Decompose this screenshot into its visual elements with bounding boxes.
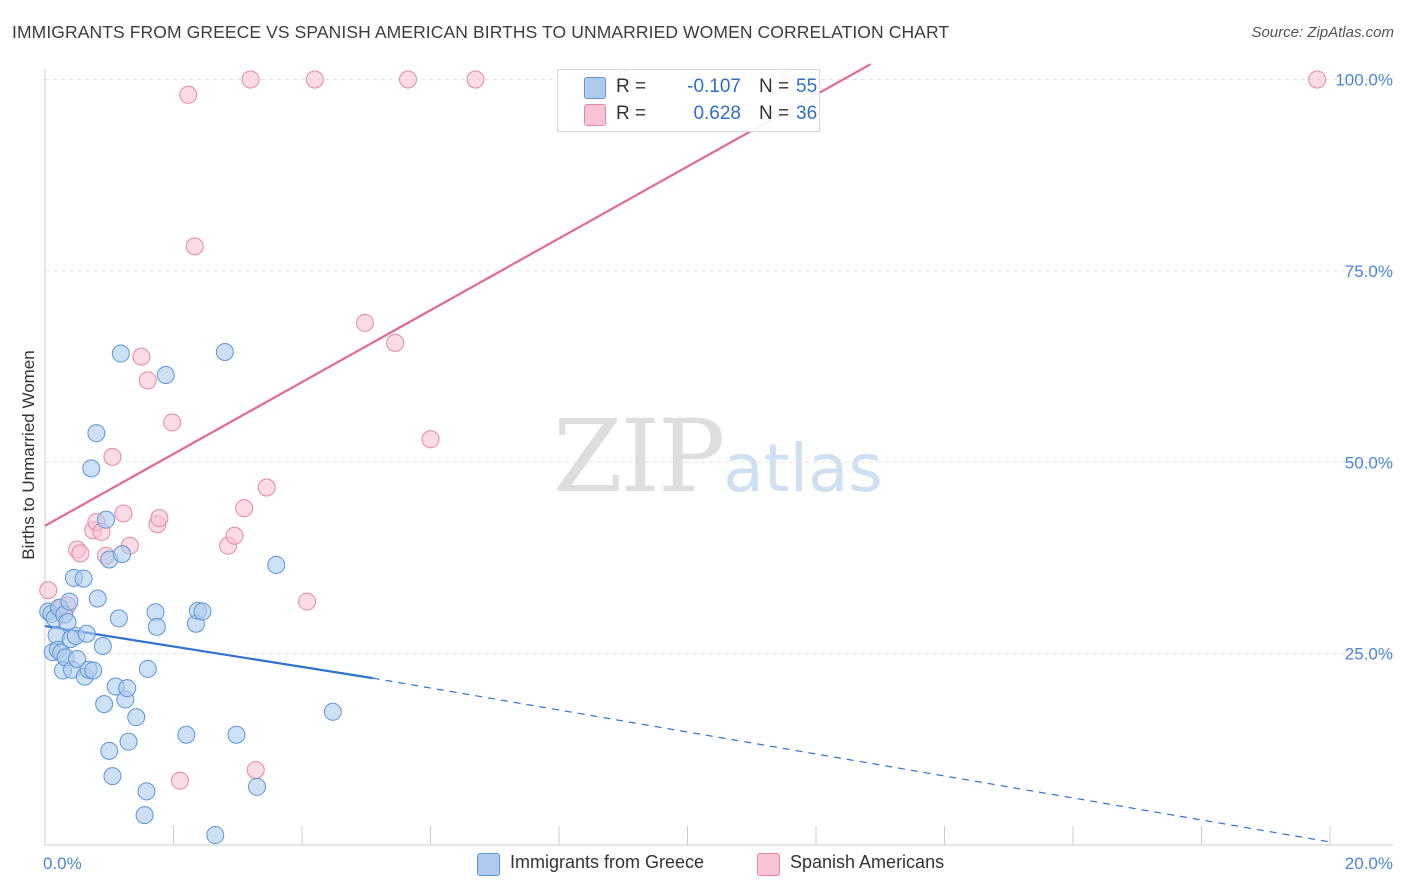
point-greece (88, 589, 107, 608)
point-greece (84, 661, 103, 680)
x-tick-label: 0.0% (43, 854, 82, 873)
point-greece (267, 555, 286, 574)
point-spanish (150, 509, 169, 528)
watermark-zip: ZIP (553, 398, 725, 515)
point-greece (74, 569, 93, 588)
y-axis-label: Births to Unmarried Women (19, 350, 38, 559)
legend-n-value: 55 (796, 76, 818, 97)
point-greece (95, 695, 114, 714)
point-spanish (39, 581, 58, 600)
point-spanish (163, 413, 182, 432)
point-spanish (466, 70, 485, 89)
y-tick-label: 50.0% (1345, 453, 1393, 472)
point-greece (206, 826, 225, 845)
x-tick-label: 20.0% (1345, 854, 1393, 873)
y-tick-label: 75.0% (1345, 262, 1393, 281)
point-spanish (399, 70, 418, 89)
point-spanish (241, 70, 260, 89)
point-greece (227, 725, 246, 744)
point-greece (100, 741, 119, 760)
trend-line-greece-extrapolated (372, 677, 1331, 843)
legend-label: Spanish Americans (790, 852, 945, 872)
point-greece (93, 636, 112, 655)
point-spanish (257, 478, 276, 497)
correlation-legend: R = -0.107 N = 55 R = 0.628 N = 36 (557, 69, 820, 132)
legend-swatch-blue (477, 853, 500, 876)
legend-label: Immigrants from Greece (510, 852, 705, 872)
watermark-atlas: atlas (723, 430, 883, 507)
point-greece (137, 782, 156, 801)
point-greece (248, 777, 267, 796)
point-spanish (386, 333, 405, 352)
legend-swatch-pink (757, 853, 780, 876)
point-greece (177, 725, 196, 744)
point-greece (68, 649, 87, 668)
trend-lines (44, 63, 1331, 843)
trend-line-greece (44, 624, 373, 680)
legend-r-label: R = (616, 103, 647, 124)
point-spanish (132, 347, 151, 366)
point-spanish (225, 526, 244, 545)
legend-n-value: 36 (796, 103, 818, 124)
legend-r-label: R = (616, 76, 647, 97)
x-ticks (173, 826, 1331, 845)
axes (44, 69, 1393, 846)
point-greece (109, 609, 128, 628)
legend-r-value: 0.628 (693, 103, 741, 124)
gridlines (45, 79, 1393, 655)
point-spanish (355, 313, 374, 332)
y-tick-label: 100.0% (1335, 71, 1393, 90)
point-greece (127, 708, 146, 727)
point-greece (87, 424, 106, 443)
legend-n-label: N = (759, 103, 790, 124)
point-greece (215, 343, 234, 362)
point-spanish (421, 430, 440, 449)
point-greece (156, 365, 175, 384)
point-spanish (170, 771, 189, 790)
point-spanish (103, 447, 122, 466)
data-points (39, 70, 1327, 845)
legend-swatch-blue (584, 77, 606, 99)
point-spanish (114, 504, 133, 523)
point-greece (193, 602, 212, 621)
point-spanish (1308, 70, 1327, 89)
legend-swatch-pink (584, 104, 606, 126)
point-greece (113, 545, 132, 564)
point-spanish (179, 85, 198, 104)
point-spanish (138, 371, 157, 390)
chart-title: IMMIGRANTS FROM GREECE VS SPANISH AMERIC… (12, 22, 950, 42)
point-spanish (235, 499, 254, 518)
source-label: Source: ZipAtlas.com (1251, 24, 1394, 41)
point-greece (118, 679, 137, 698)
point-greece (111, 344, 130, 363)
point-greece (119, 732, 138, 751)
point-greece (138, 659, 157, 678)
point-greece (77, 624, 96, 643)
point-greece (103, 767, 122, 786)
tick-labels: 25.0% 50.0% 75.0% 100.0% 0.0% 20.0% (43, 71, 1393, 874)
point-greece (147, 617, 166, 636)
legend-n-label: N = (759, 76, 790, 97)
point-greece (323, 702, 342, 721)
point-spanish (71, 544, 90, 563)
point-spanish (298, 592, 317, 611)
point-spanish (305, 70, 324, 89)
watermark: ZIPatlas (553, 398, 883, 515)
trend-line-spanish (44, 63, 872, 527)
y-tick-label: 25.0% (1345, 645, 1393, 664)
point-greece (60, 592, 79, 611)
point-greece (97, 510, 116, 529)
legend-r-value: -0.107 (687, 76, 741, 97)
point-spanish (246, 760, 265, 779)
point-greece (82, 459, 101, 478)
point-spanish (185, 237, 204, 256)
point-greece (135, 806, 154, 825)
